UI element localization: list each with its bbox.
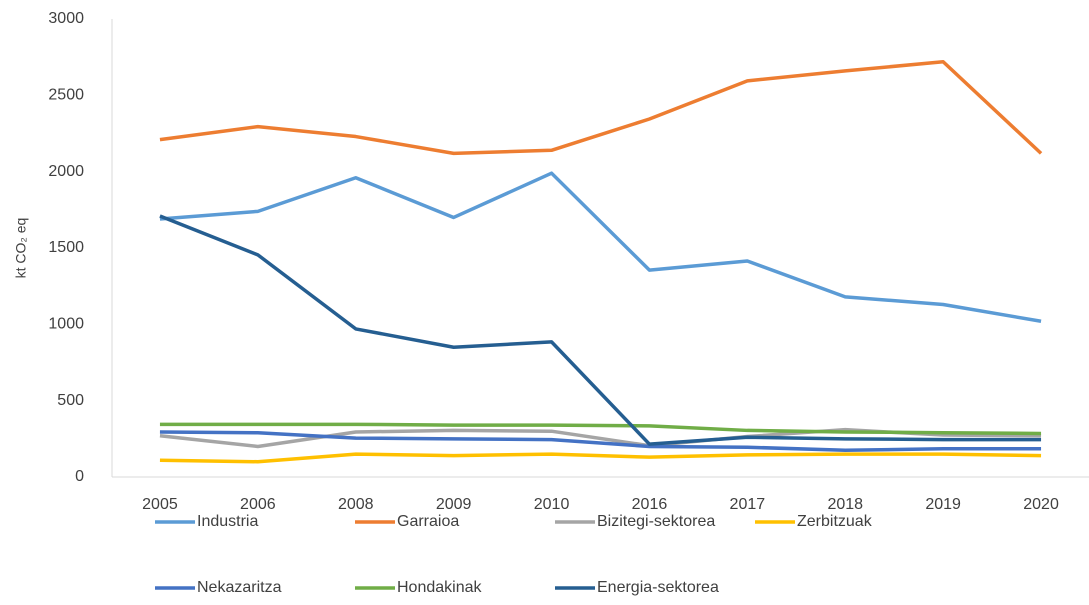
x-tick-label: 2019	[925, 496, 961, 513]
y-axis-label: kt CO₂ eq	[13, 218, 29, 279]
y-tick-label: 2500	[48, 87, 84, 104]
x-tick-label: 2017	[730, 496, 766, 513]
x-tick-label: 2008	[338, 496, 374, 513]
series-line	[159, 422, 1042, 436]
x-tick-label: 2020	[1023, 496, 1059, 513]
legend-label: Industria	[197, 513, 258, 530]
x-tick-label: 2016	[632, 496, 668, 513]
legend-label: Zerbitzuak	[797, 513, 873, 530]
series-line	[159, 59, 1043, 156]
legend-label: Bizitegi-sektorea	[597, 513, 715, 530]
y-tick-label: 2000	[48, 163, 84, 180]
legend-label: Energia-sektorea	[597, 579, 719, 596]
x-tick-label: 2005	[142, 496, 178, 513]
series-line	[159, 452, 1042, 464]
y-tick-label: 1000	[48, 316, 84, 333]
series-line	[159, 430, 1042, 453]
legend-label: Hondakinak	[397, 579, 483, 596]
y-tick-label: 3000	[48, 10, 84, 27]
legend-label: Nekazaritza	[197, 579, 282, 596]
series-line	[159, 171, 1042, 324]
x-tick-label: 2018	[827, 496, 863, 513]
series-line	[159, 214, 1042, 446]
legend-label: Garraioa	[397, 513, 459, 530]
x-tick-label: 2006	[240, 496, 276, 513]
y-tick-label: 1500	[48, 239, 84, 256]
y-tick-label: 0	[75, 468, 84, 485]
x-tick-label: 2010	[534, 496, 570, 513]
x-tick-label: 2009	[436, 496, 472, 513]
y-tick-label: 500	[57, 392, 84, 409]
